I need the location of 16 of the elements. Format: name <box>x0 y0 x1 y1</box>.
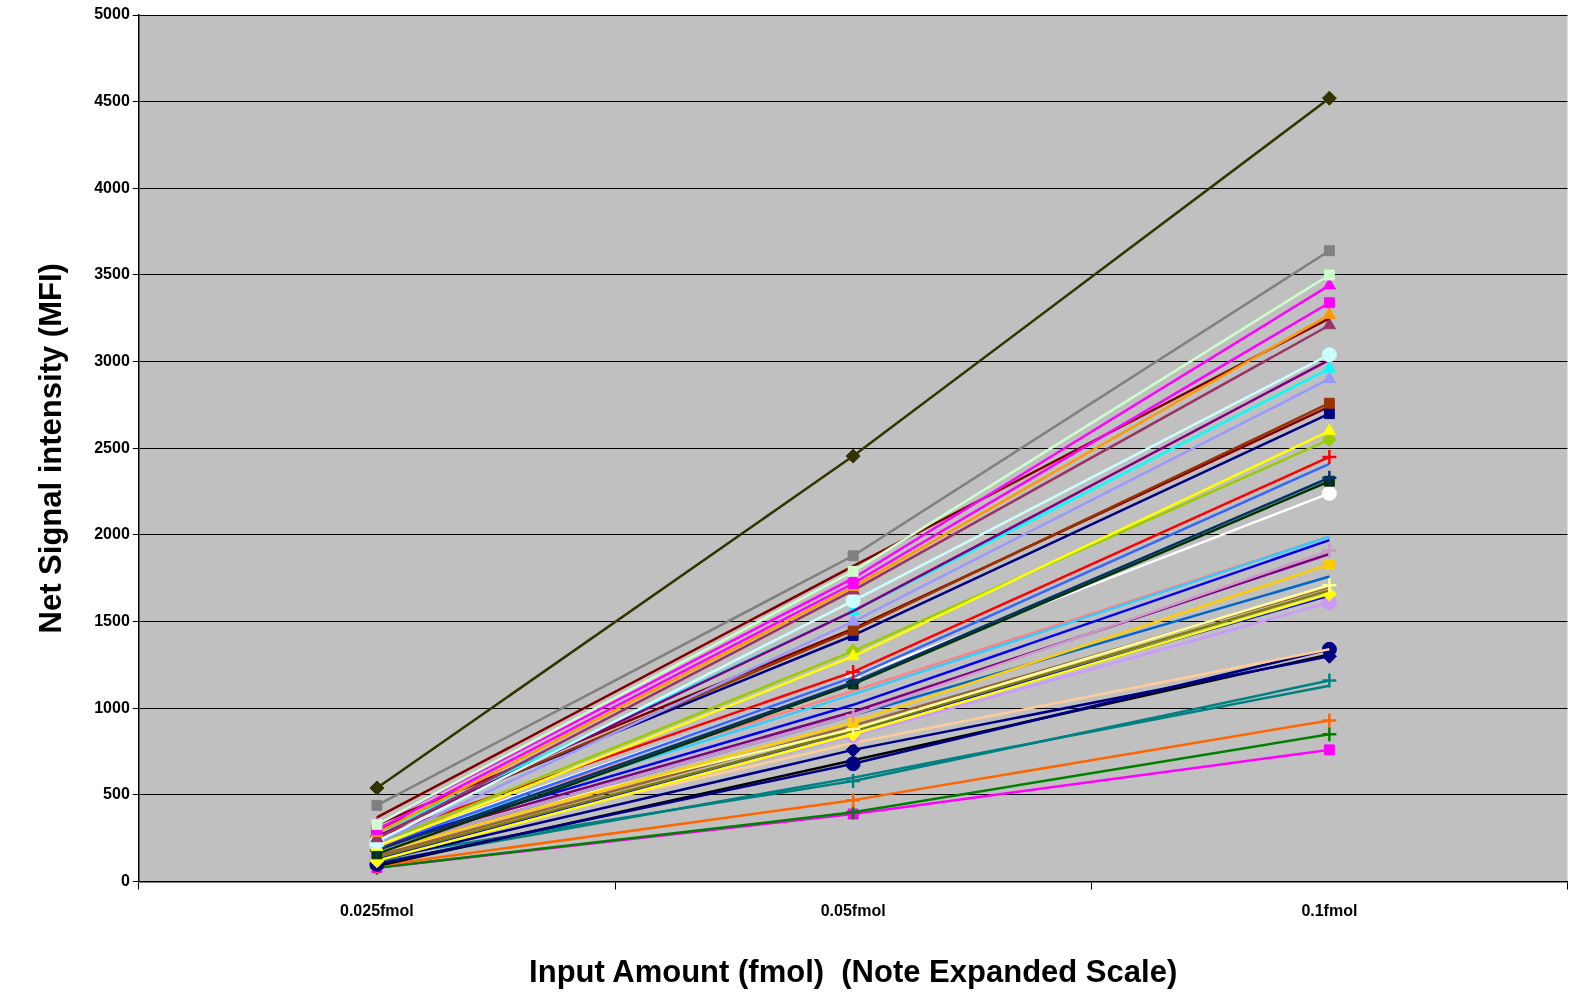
x-tick-label: 0.025fmol <box>340 901 414 919</box>
x-axis-title: Input Amount (fmol) (Note Expanded Scale) <box>529 953 1178 989</box>
y-tick-label: 500 <box>103 785 130 803</box>
y-tick-label: 4000 <box>94 178 130 196</box>
y-tick-label: 1000 <box>94 698 130 716</box>
y-tick-label: 2500 <box>94 438 130 456</box>
y-tick-label: 1500 <box>94 612 130 630</box>
x-tick-label: 0.1fmol <box>1301 901 1358 919</box>
y-tick-label: 3500 <box>94 265 130 283</box>
y-tick-label: 0 <box>120 872 130 890</box>
x-tick-label: 0.05fmol <box>820 901 886 919</box>
y-tick-label: 2000 <box>94 525 130 543</box>
y-tick-label: 3000 <box>94 352 130 370</box>
y-axis-title: Net Signal intensity (MFI) <box>33 263 69 634</box>
y-tick-label: 5000 <box>94 5 130 23</box>
y-tick-label: 4500 <box>94 92 130 110</box>
